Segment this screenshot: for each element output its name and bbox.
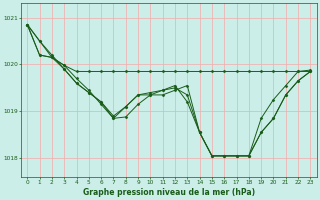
X-axis label: Graphe pression niveau de la mer (hPa): Graphe pression niveau de la mer (hPa): [83, 188, 255, 197]
